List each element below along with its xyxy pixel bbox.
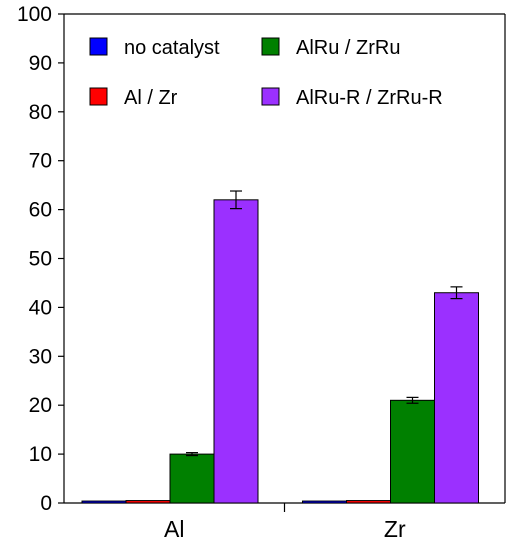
bar (81, 500, 127, 504)
y-tick-label: 80 (29, 101, 52, 124)
x-tick-label: Zr (384, 516, 406, 542)
legend-swatch (89, 87, 108, 106)
legend-swatch (89, 37, 108, 56)
bars (81, 199, 479, 504)
legend-label: AlRu-R / ZrRu-R (296, 87, 443, 109)
legend-swatch (261, 87, 280, 106)
y-tick-label: 40 (29, 296, 52, 319)
bar (302, 500, 347, 504)
bar (169, 453, 215, 504)
legend: no catalyst Al / Zr AlRu / ZrRu AlRu-R / Zr… (89, 37, 443, 109)
y-tick-label: 70 (29, 150, 52, 173)
legend-label: AlRu / ZrRu (296, 37, 400, 59)
legend-swatch (261, 37, 280, 56)
y-tick-label: 90 (29, 52, 52, 75)
y-tick-label: 10 (29, 443, 52, 466)
y-tick-label: 50 (29, 248, 52, 271)
legend-label: Al / Zr (124, 87, 178, 109)
bar (434, 292, 479, 504)
error-bars (186, 190, 463, 457)
bar (125, 500, 171, 504)
x-tick-label: Al (164, 516, 184, 542)
legend-label: no catalyst (124, 37, 220, 59)
y-tick-label: 20 (29, 394, 52, 417)
y-tick-label: 60 (29, 199, 52, 222)
y-tick-label: 0 (40, 492, 52, 515)
y-tick-label: 30 (29, 345, 52, 368)
ticks: 0 10 20 30 40 50 60 70 80 90 100 Al Zr (17, 3, 406, 542)
bar (213, 199, 259, 504)
bar (346, 500, 391, 504)
bar (390, 399, 435, 504)
y-tick-label: 100 (17, 3, 52, 26)
